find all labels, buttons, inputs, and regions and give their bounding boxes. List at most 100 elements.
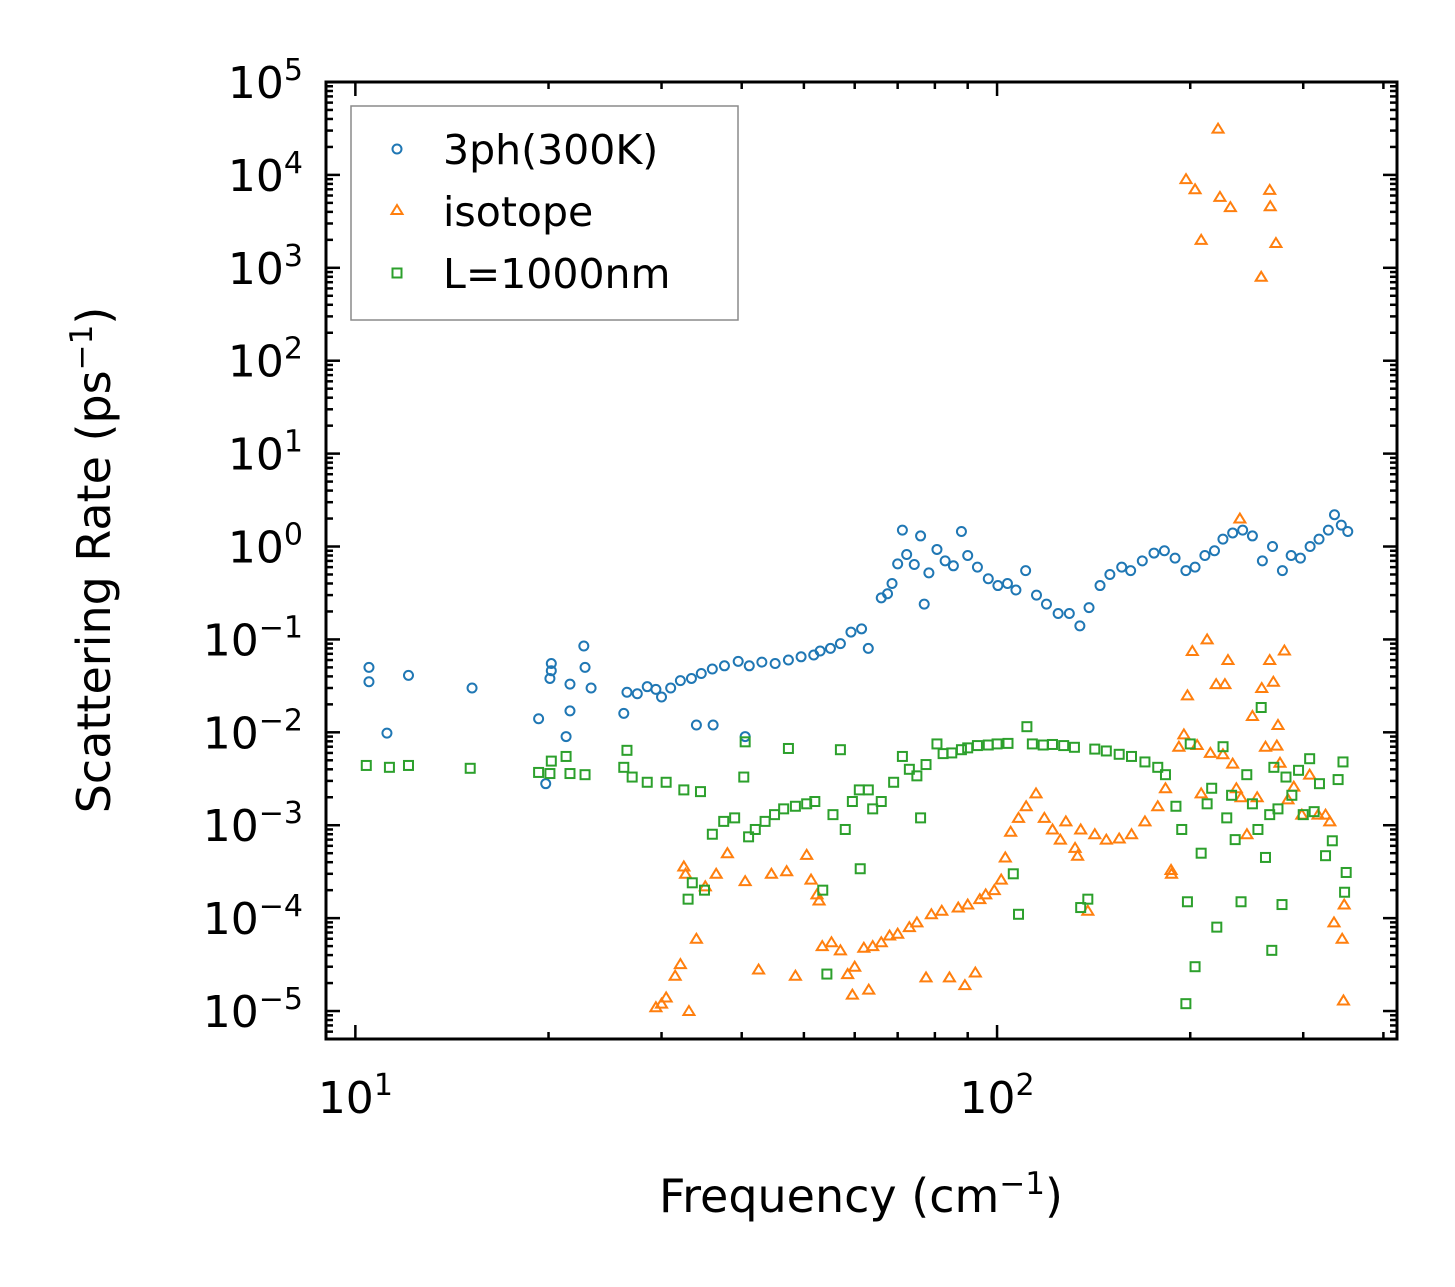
data-point [1169, 552, 1181, 564]
data-point [1126, 750, 1138, 762]
data-point [947, 560, 959, 572]
legend: 3ph(300K) isotope L=1000nm [350, 105, 739, 321]
data-point [856, 940, 872, 953]
data-point [920, 759, 932, 771]
data-point [918, 970, 934, 983]
data-point [1158, 545, 1170, 557]
data-point [827, 809, 839, 821]
data-point [1180, 998, 1192, 1010]
data-point [1293, 764, 1305, 776]
data-point [1237, 524, 1249, 536]
data-point [689, 931, 704, 944]
data-point [1326, 915, 1342, 928]
data-point [466, 682, 478, 694]
data-point [1340, 866, 1352, 878]
data-point [1180, 688, 1195, 701]
data-point [892, 558, 904, 570]
data-point [971, 561, 983, 573]
legend-marker-l1000nm [391, 267, 403, 279]
data-point [545, 755, 557, 767]
data-point [986, 883, 1002, 896]
data-point [1241, 769, 1253, 781]
data-point [363, 661, 375, 673]
data-point [1210, 121, 1226, 134]
data-point [1267, 541, 1279, 553]
data-point [1339, 886, 1351, 898]
data-point [1148, 547, 1160, 559]
data-point [759, 815, 771, 827]
data-point [1026, 738, 1038, 750]
data-point [739, 736, 751, 748]
data-point [533, 766, 545, 778]
data-point [1136, 555, 1148, 567]
data-point [631, 688, 643, 700]
data-point [673, 957, 688, 970]
legend-label-l1000nm: L=1000nm [443, 250, 670, 298]
data-point [1003, 824, 1018, 837]
data-point [901, 549, 913, 561]
y-tick-label: 10−5 [203, 982, 303, 1038]
data-point [732, 655, 744, 667]
data-point [845, 626, 857, 638]
data-point [1053, 832, 1068, 845]
data-point [1181, 896, 1193, 908]
data-point [789, 800, 801, 812]
data-point [1099, 832, 1114, 845]
data-point [1342, 526, 1354, 538]
data-point [718, 660, 730, 672]
data-point [833, 943, 848, 956]
data-point [737, 874, 753, 887]
data-point [706, 828, 718, 840]
data-point [560, 731, 572, 743]
data-point [1280, 771, 1292, 783]
data-point [656, 691, 668, 703]
data-point [1332, 774, 1344, 786]
data-point [1164, 866, 1179, 879]
data-point [1094, 580, 1106, 592]
data-point [788, 968, 803, 981]
data-point [888, 776, 900, 788]
data-point [896, 750, 908, 762]
data-point [1011, 810, 1026, 823]
data-point [665, 682, 677, 694]
data-point [882, 928, 897, 941]
data-point [840, 967, 855, 980]
plot-frame [324, 80, 1399, 1041]
data-point [720, 846, 735, 859]
data-point [896, 524, 908, 536]
data-point [1286, 789, 1298, 801]
data-point [674, 675, 686, 687]
data-point [1304, 541, 1316, 553]
data-point [799, 847, 814, 860]
data-point [1217, 533, 1229, 545]
data-point [678, 866, 693, 879]
data-point [749, 823, 761, 835]
data-point [1199, 632, 1215, 645]
x-tick-label: 102 [960, 1068, 1035, 1124]
data-point [1221, 812, 1233, 824]
data-point [1256, 555, 1268, 567]
data-point [1171, 739, 1187, 752]
x-tick-label: 101 [318, 1068, 393, 1124]
data-point [991, 738, 1003, 750]
data-point [1002, 737, 1014, 749]
data-point [1297, 809, 1309, 821]
data-point [1245, 709, 1260, 721]
data-point [1189, 961, 1201, 973]
data-point [814, 939, 830, 952]
data-point [803, 872, 819, 885]
data-point [834, 638, 846, 650]
data-point [1125, 565, 1137, 577]
data-point [778, 803, 790, 815]
legend-box [350, 105, 739, 321]
data-point [960, 897, 975, 910]
data-point [1104, 568, 1116, 580]
data-point [695, 667, 707, 679]
data-point [1185, 644, 1200, 657]
data-point [911, 770, 923, 782]
data-point [1268, 761, 1280, 773]
data-point [923, 567, 935, 579]
data-point [1304, 753, 1316, 765]
data-point [915, 530, 927, 542]
data-point [540, 778, 552, 790]
